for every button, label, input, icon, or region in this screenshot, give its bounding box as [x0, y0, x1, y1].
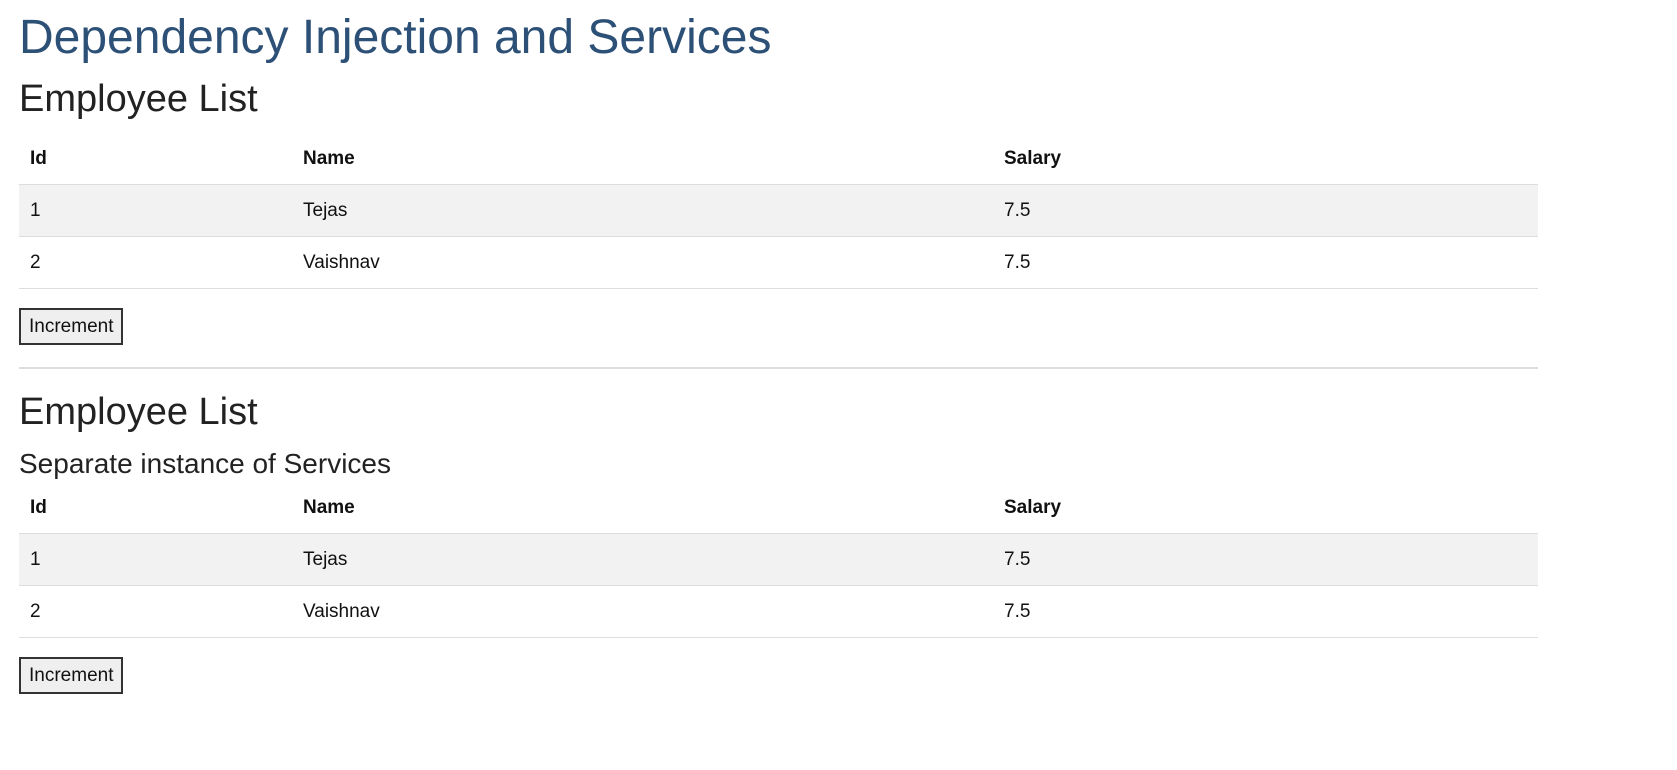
column-header-salary: Salary: [993, 134, 1538, 185]
table-row: 2 Vaishnav 7.5: [19, 236, 1538, 289]
cell-salary: 7.5: [993, 585, 1538, 638]
employee-table: Id Name Salary 1 Tejas 7.5 2 Vaishnav 7.…: [19, 483, 1538, 638]
increment-button[interactable]: Increment: [19, 308, 124, 345]
increment-button[interactable]: Increment: [19, 657, 124, 694]
cell-id: 2: [19, 236, 292, 289]
button-row: Increment: [19, 638, 1538, 716]
cell-name: Tejas: [292, 533, 993, 586]
cell-id: 1: [19, 184, 292, 237]
column-header-id: Id: [19, 134, 292, 185]
cell-name: Vaishnav: [292, 236, 993, 289]
table-row: 2 Vaishnav 7.5: [19, 585, 1538, 638]
cell-salary: 7.5: [993, 184, 1538, 237]
table-header-row: Id Name Salary: [19, 483, 1538, 534]
page: Dependency Injection and Services Employ…: [19, 0, 1538, 716]
section-title: Employee List: [19, 391, 258, 433]
employee-list-section-1: Employee List Id Name Salary 1 Tejas 7.5…: [19, 76, 1538, 367]
cell-id: 2: [19, 585, 292, 638]
cell-name: Vaishnav: [292, 585, 993, 638]
cell-salary: 7.5: [993, 236, 1538, 289]
section-divider: [19, 367, 1538, 369]
column-header-id: Id: [19, 483, 292, 534]
table-row: 1 Tejas 7.5: [19, 533, 1538, 586]
column-header-name: Name: [292, 483, 993, 534]
table-row: 1 Tejas 7.5: [19, 184, 1538, 237]
button-row: Increment: [19, 289, 1538, 367]
cell-id: 1: [19, 533, 292, 586]
column-header-salary: Salary: [993, 483, 1538, 534]
section-title: Employee List: [19, 78, 258, 120]
section-subtitle: Separate instance of Services: [19, 448, 391, 479]
cell-name: Tejas: [292, 184, 993, 237]
employee-list-section-2: Employee List Separate instance of Servi…: [19, 389, 1538, 716]
table-header-row: Id Name Salary: [19, 134, 1538, 185]
column-header-name: Name: [292, 134, 993, 185]
employee-table: Id Name Salary 1 Tejas 7.5 2 Vaishnav 7.…: [19, 134, 1538, 289]
page-title: Dependency Injection and Services: [19, 11, 772, 64]
cell-salary: 7.5: [993, 533, 1538, 586]
